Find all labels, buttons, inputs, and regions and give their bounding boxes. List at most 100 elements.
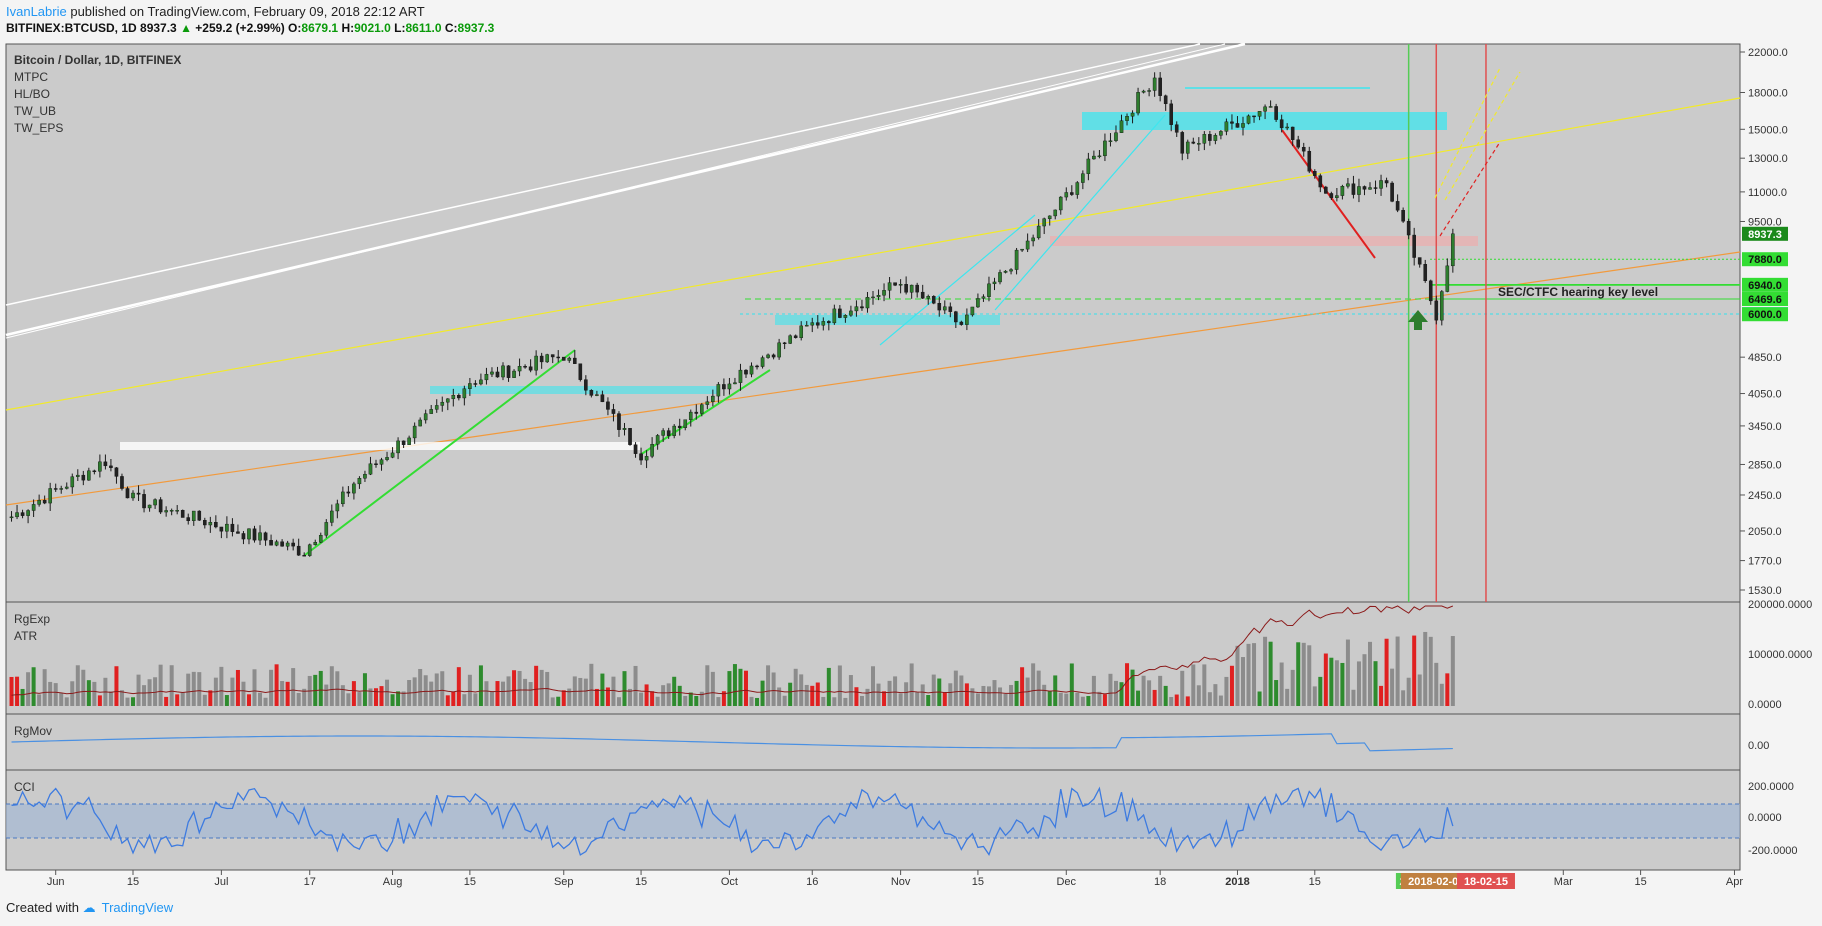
tradingview-logo-icon[interactable]: ☁ [82,900,96,915]
volume-bar [986,686,991,706]
volume-bar [578,677,583,706]
volume-bar [1147,680,1152,706]
candle-body [606,401,610,410]
candle-body [622,428,627,430]
indicator-label-tweps: TW_EPS [14,121,63,135]
volume-bar [224,695,229,706]
price-label: 7880.0 [1748,254,1782,266]
candle-body [1279,119,1284,129]
candle-body [871,296,875,299]
volume-bar [37,694,42,706]
candle-body [1390,182,1394,202]
candle-body [258,532,262,541]
tradingview-link[interactable]: TradingView [101,900,174,915]
volume-bar [1125,663,1130,706]
close-value: 8937.3 [457,21,495,35]
volume-bar [556,696,561,706]
candle-body [1301,147,1306,152]
candle-body [1307,150,1312,172]
candle-body [75,474,80,477]
volume-bar [208,690,213,706]
volume-bar [1323,653,1328,706]
candle-body [296,545,301,556]
candle-body [1169,103,1174,125]
candle-body [1318,175,1323,188]
y-tick-label: 1530.0 [1748,585,1782,597]
volume-bar [1450,636,1455,706]
sub-tick-label: 0.00 [1748,740,1769,752]
candle-body [385,457,389,460]
volume-bar [865,688,870,706]
candle-body [1235,123,1240,128]
pane-title: Bitcoin / Dollar, 1D, BITFINEX [14,53,181,67]
volume-bar [1290,669,1295,706]
volume-bar [738,668,743,706]
candle-body [1439,291,1444,321]
candle-body [468,383,472,389]
candle-body [711,395,715,402]
candle-body [70,476,75,488]
author-link[interactable]: IvanLabrie [6,4,67,19]
candle-body [1340,186,1345,196]
candle-body [26,510,30,516]
candle-body [269,540,273,546]
candle-body [1417,257,1422,265]
publish-header: IvanLabrie published on TradingView.com,… [6,4,425,19]
candle-body [318,535,323,543]
candle-body [1152,77,1157,91]
volume-bar [981,685,986,706]
candle-body [771,354,776,358]
candle-body [291,542,295,547]
volume-bar [462,694,467,706]
volume-bar [1307,645,1312,706]
sub-tick-label: 100000.0000 [1748,649,1812,661]
volume-bar [158,664,163,706]
candle-body [236,531,240,534]
candle-body [214,522,218,528]
candle-body [1180,132,1185,154]
candle-body [457,394,461,399]
candle-body [1119,120,1124,133]
up-arrow-icon [1408,310,1428,330]
symbol-header: BITFINEX:BTCUSD, 1D 8937.3 ▲ +259.2 (+2.… [6,21,494,35]
candle-body [804,324,809,327]
candle-body [368,463,373,475]
volume-bar [694,695,699,706]
candle-body [285,542,290,547]
candle-body [247,528,251,540]
candle-body [523,366,527,368]
candle-body [1285,126,1289,129]
candle-body [1324,186,1328,194]
candle-body [1047,215,1052,219]
candle-body [595,394,599,396]
change-value: +259.2 (+2.99%) [195,21,285,35]
volume-bar [832,697,837,706]
volume-bar [1318,676,1323,706]
volume-bar [412,677,417,706]
volume-bar [1434,662,1439,706]
candle-body [744,369,748,375]
price-label: 8937.3 [1748,229,1782,241]
low-label: L: [394,21,406,35]
volume-bar [1141,675,1146,706]
candle-body [633,444,638,454]
volume-bar [373,688,378,706]
change-up-icon: ▲ [180,21,192,35]
candle-body [1395,201,1400,211]
volume-bar [9,676,14,706]
candle-body [915,284,919,293]
candle-body [584,379,588,391]
volume-bar [346,693,351,706]
candle-body [274,541,279,546]
volume-bar [639,692,644,706]
candle-body [479,379,483,385]
candle-body [528,366,533,371]
volume-bar [246,694,251,706]
volume-bar [948,683,953,706]
rgmov-pane[interactable] [5,713,1741,771]
candle-body [352,483,356,494]
indicator-label-twub: TW_UB [14,104,56,118]
candle-body [506,365,511,378]
volume-bar [1185,696,1190,706]
